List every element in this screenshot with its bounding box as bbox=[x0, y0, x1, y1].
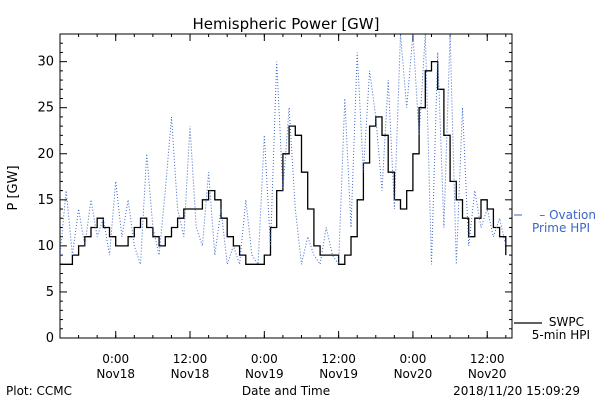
y-tick-label: 30 bbox=[37, 55, 54, 70]
y-tick-label: 20 bbox=[37, 147, 54, 162]
series-ovation-line bbox=[60, 34, 507, 266]
x-axis-label: Date and Time bbox=[242, 384, 330, 398]
plot-credit: Plot: CCMC bbox=[6, 384, 72, 398]
x-tick-label-time: 0:00 bbox=[251, 352, 278, 366]
x-tick-label-date: Nov18 bbox=[171, 367, 210, 381]
x-tick-label-time: 12:00 bbox=[321, 352, 356, 366]
x-tick-label-time: 0:00 bbox=[102, 352, 129, 366]
x-tick-label-date: Nov18 bbox=[96, 367, 135, 381]
x-tick-label-date: Nov20 bbox=[394, 367, 433, 381]
legend-ovation-line2: Prime HPI bbox=[532, 221, 590, 235]
x-tick-label-date: Nov19 bbox=[245, 367, 284, 381]
plot-timestamp: 2018/11/20 15:09:29 bbox=[453, 384, 580, 398]
series-0-group bbox=[60, 60, 507, 265]
series-swpc-line bbox=[60, 60, 507, 265]
legend-swpc-line1: SWPC bbox=[549, 315, 584, 329]
chart-title: Hemispheric Power [GW] bbox=[193, 15, 380, 33]
x-tick-label-time: 0:00 bbox=[399, 352, 426, 366]
y-tick-label: 10 bbox=[37, 239, 54, 254]
legend-swpc-line2: 5-min HPI bbox=[532, 328, 590, 342]
y-axis-label: P [GW] bbox=[6, 165, 21, 210]
x-tick-label-time: 12:00 bbox=[470, 352, 505, 366]
y-tick-label: 15 bbox=[37, 193, 54, 208]
series-1-group bbox=[60, 34, 507, 266]
y-tick-label: 5 bbox=[46, 285, 54, 300]
legend-ovation-line1: – Ovation bbox=[539, 208, 596, 222]
y-tick-label: 0 bbox=[46, 331, 54, 346]
y-tick-label: 25 bbox=[37, 101, 54, 116]
x-tick-label-time: 12:00 bbox=[173, 352, 208, 366]
x-tick-label-date: Nov19 bbox=[319, 367, 358, 381]
plot-frame bbox=[59, 33, 513, 339]
x-tick-label-date: Nov20 bbox=[468, 367, 507, 381]
